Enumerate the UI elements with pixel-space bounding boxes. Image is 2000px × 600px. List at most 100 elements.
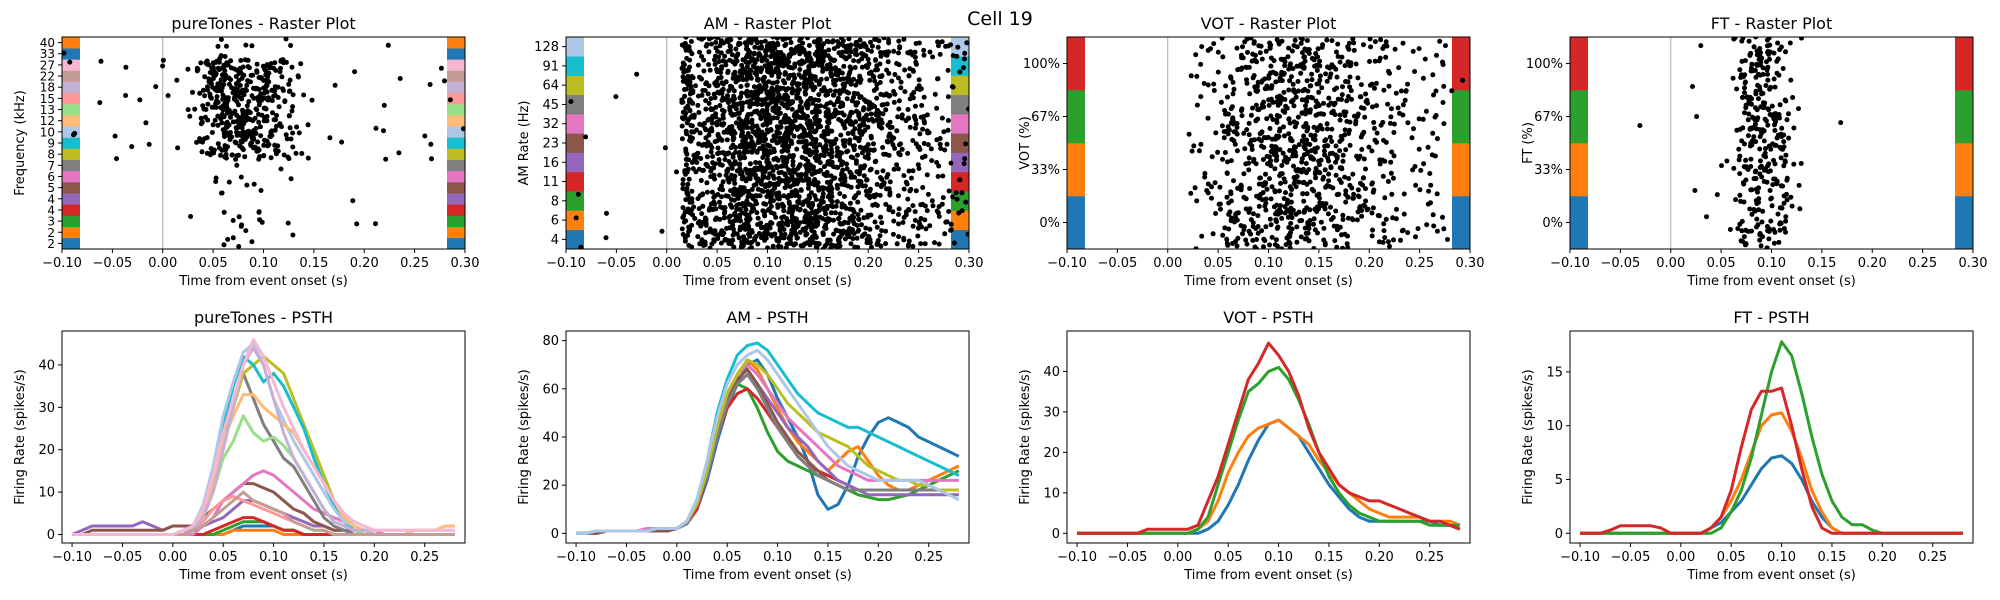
spike-dot: [1325, 155, 1331, 161]
spike-dot: [815, 40, 821, 46]
spike-dot: [738, 133, 744, 139]
spike-dot: [1737, 153, 1743, 159]
spike-dot: [1273, 147, 1279, 153]
spike-dot: [824, 101, 830, 107]
spike-dot: [803, 86, 809, 92]
x-tick-label: 0.20: [1365, 550, 1394, 565]
spike-dot: [1441, 121, 1447, 127]
spike-dot: [1282, 133, 1287, 139]
spike-dot: [730, 226, 736, 232]
spike-dot: [917, 87, 923, 92]
spike-dot: [1238, 223, 1244, 229]
x-tick-label: 0.10: [753, 256, 782, 271]
spike-dot: [748, 89, 754, 95]
spike-dot: [1346, 176, 1352, 181]
spike-dot: [283, 132, 289, 138]
spike-dot: [835, 110, 841, 116]
spike-dot: [946, 209, 952, 214]
spike-dot: [261, 105, 267, 111]
y-tick-label: 30: [1043, 405, 1060, 420]
spike-dot: [1255, 107, 1261, 112]
spike-dot: [1324, 121, 1330, 127]
spike-dot: [215, 141, 221, 147]
spike-dot: [1315, 230, 1320, 236]
spike-dot: [737, 95, 743, 101]
spike-dot: [261, 153, 267, 159]
spike-dot: [1342, 231, 1348, 237]
spike-dot: [1445, 237, 1450, 242]
psth-line: [1077, 418, 1461, 535]
spike-dot: [1755, 82, 1761, 88]
spike-dot: [1774, 181, 1780, 187]
spike-dot: [788, 40, 794, 45]
spike-dot: [696, 37, 702, 41]
spike-dot: [764, 107, 770, 113]
spike-dot: [1276, 188, 1282, 194]
spike-dot: [1223, 83, 1229, 89]
spike-dot: [935, 174, 941, 179]
spike-dot: [815, 104, 821, 110]
condition-strip-left: [566, 56, 584, 76]
spike-dot: [774, 163, 779, 169]
spike-dot: [795, 83, 801, 89]
spike-dot: [298, 61, 304, 67]
spike-dot: [226, 75, 232, 81]
spike-dot: [873, 57, 879, 63]
spike-dot: [1363, 198, 1369, 204]
spike-dot: [809, 221, 815, 227]
spike-dot: [1221, 129, 1227, 135]
spike-dot: [934, 137, 940, 143]
spike-dot: [1361, 105, 1367, 111]
spike-dot: [1258, 138, 1264, 144]
spike-dot: [1429, 152, 1435, 158]
spike-dot: [787, 64, 793, 70]
spike-dot: [1268, 149, 1274, 155]
spike-dot: [1781, 132, 1787, 138]
spike-dot: [212, 104, 218, 110]
spike-dot: [905, 107, 911, 112]
spike-dot: [751, 101, 757, 107]
spike-dot: [743, 91, 749, 97]
spike-dot: [828, 66, 834, 72]
x-tick-label: 0.25: [1918, 550, 1947, 565]
x-axis-label: Time from event onset (s): [178, 568, 348, 583]
spike-dot: [1349, 96, 1354, 102]
spike-dot: [941, 129, 947, 135]
spike-dot: [794, 223, 800, 229]
spike-dot: [712, 57, 717, 63]
spike-dot: [1327, 134, 1333, 140]
spike-dot: [760, 76, 766, 82]
spike-dot: [1313, 175, 1319, 181]
spike-dot: [688, 114, 694, 120]
spike-dot: [751, 51, 757, 57]
spike-dot: [1378, 122, 1384, 128]
spike-dot: [679, 226, 685, 232]
spike-dot: [1251, 39, 1257, 45]
spike-dot: [857, 95, 863, 100]
spike-dot: [743, 166, 749, 172]
spike-dot: [1783, 218, 1789, 224]
spike-dot: [1748, 68, 1754, 74]
spike-dot: [1694, 114, 1700, 119]
spike-dot: [1191, 143, 1197, 149]
spike-dot: [825, 219, 831, 224]
spike-dot: [1264, 186, 1270, 192]
spike-dot: [1215, 149, 1221, 155]
spike-dot: [820, 68, 826, 74]
spike-dot: [1765, 122, 1771, 128]
spike-dot: [1245, 49, 1250, 55]
spike-dot: [735, 195, 741, 201]
spike-dot: [929, 198, 935, 204]
spike-dot: [1304, 38, 1310, 43]
spike-dot: [937, 51, 943, 57]
spike-dot: [752, 165, 758, 171]
spike-dot: [737, 224, 743, 230]
spike-dot: [1280, 150, 1286, 156]
y-tick-label: 23: [542, 137, 559, 152]
spike-dot: [686, 78, 692, 84]
spike-dot: [733, 46, 739, 52]
spike-dot: [1637, 123, 1643, 128]
spike-dot: [354, 221, 360, 227]
spike-dot: [257, 217, 263, 223]
y-tick-label: 91: [542, 59, 559, 74]
